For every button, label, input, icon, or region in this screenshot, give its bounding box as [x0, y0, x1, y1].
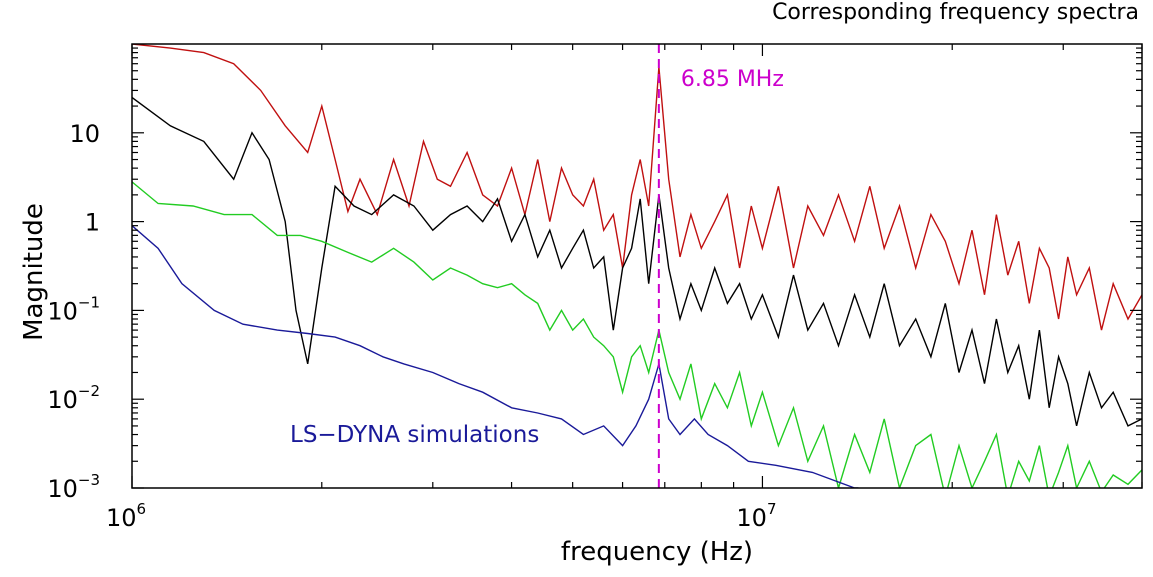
series-line-0 — [132, 44, 1142, 331]
axis-layer: 106 107 10 1 10−1 10−2 10−3 — [47, 44, 1143, 532]
y-tick-label: 10 — [69, 120, 100, 148]
y-axis-label: Magnitude — [19, 203, 49, 341]
plot-frame — [131, 43, 1143, 489]
y-tick-exponent: −2 — [78, 382, 100, 400]
x-tick-exponent: 7 — [767, 500, 777, 518]
y-tick-label: 10−2 — [47, 382, 100, 414]
series-line-1 — [132, 96, 1142, 427]
series-layer — [132, 44, 1142, 488]
x-tick-label: 106 — [106, 500, 146, 532]
y-tick-exponent: −1 — [78, 293, 100, 311]
marker-label: 6.85 MHz — [681, 67, 784, 92]
x-tick-label: 107 — [736, 500, 776, 532]
x-axis-label: frequency (Hz) — [561, 537, 753, 567]
series-line-3 — [132, 225, 859, 488]
y-tick-label: 10−3 — [47, 471, 100, 503]
y-tick-label: 10−1 — [47, 293, 100, 325]
x-tick-exponent: 6 — [137, 500, 147, 518]
annotation-layer: 6.85 MHz LS−DYNA simulations — [290, 44, 784, 488]
series-line-2 — [132, 181, 1142, 488]
chart-title: Corresponding frequency spectra — [772, 0, 1139, 25]
simulation-label: LS−DYNA simulations — [290, 422, 539, 448]
y-tick-exponent: −3 — [78, 471, 100, 489]
y-tick-label: 1 — [85, 209, 100, 237]
